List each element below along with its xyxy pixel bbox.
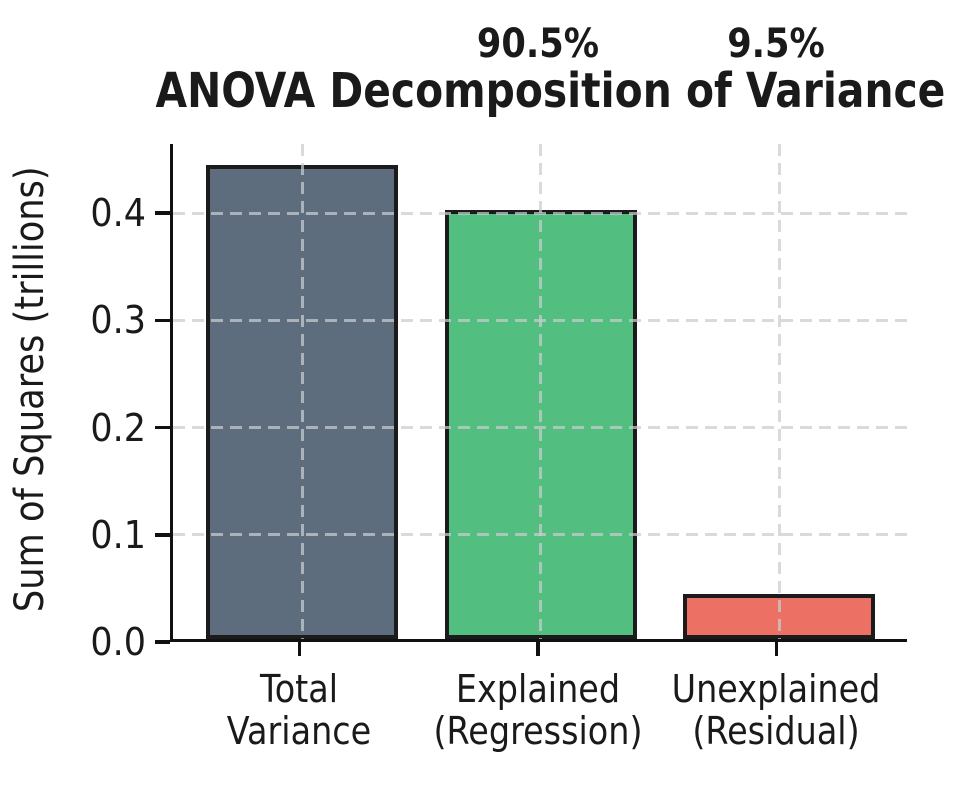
y-axis-label: Sum of Squares (trillions) <box>7 166 53 613</box>
y-tick-label: 0.0 <box>90 620 146 664</box>
y-axis-tick <box>155 640 170 644</box>
chart-title: ANOVA Decomposition of Variance <box>155 63 946 119</box>
x-axis-tick <box>297 642 302 656</box>
x-axis-tick <box>536 642 540 656</box>
percent-annotation: 90.5% <box>476 21 600 67</box>
x-axis-tick <box>774 642 779 656</box>
y-axis-tick <box>155 425 170 430</box>
vertical-gridline <box>300 144 304 639</box>
x-category-label: Total Variance <box>227 667 372 753</box>
y-tick-label: 0.4 <box>90 191 146 236</box>
y-tick-label: 0.1 <box>90 512 146 557</box>
vertical-gridline <box>539 144 543 639</box>
y-axis-tick <box>155 318 170 323</box>
y-tick-label: 0.3 <box>90 298 146 343</box>
plot-area <box>170 144 907 642</box>
y-tick-label: 0.2 <box>90 405 146 450</box>
x-category-label: Explained (Regression) <box>433 667 643 753</box>
x-category-label: Unexplained (Residual) <box>672 667 881 753</box>
y-axis-tick <box>155 533 170 537</box>
y-axis-tick <box>155 211 170 215</box>
percent-annotation: 9.5% <box>727 21 826 67</box>
vertical-gridline <box>777 144 781 639</box>
